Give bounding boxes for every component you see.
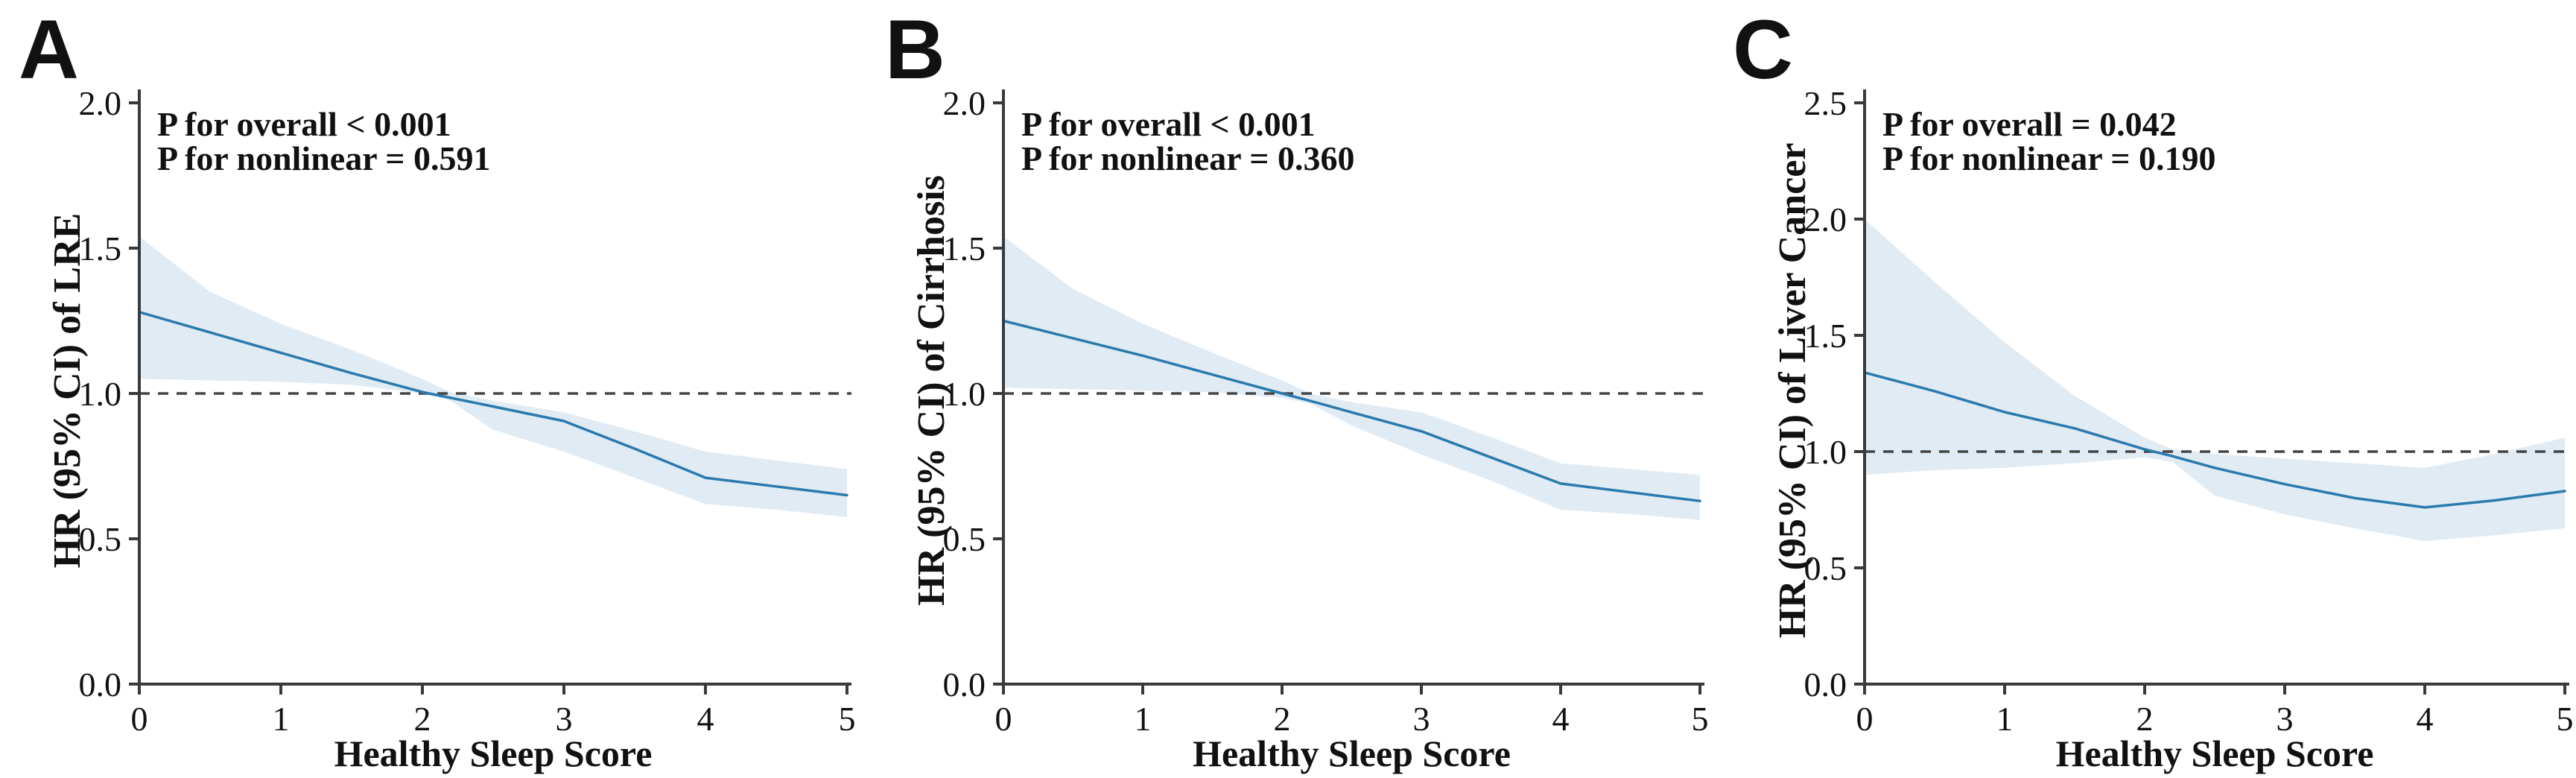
y-tick-label: 1.0 [1804,433,1847,471]
y-tick-label: 0.5 [79,520,122,558]
p-value-annotation: P for overall < 0.001 [157,105,451,143]
y-tick-label: 1.0 [943,375,986,413]
x-tick-label: 1 [273,700,290,738]
x-tick-label: 0 [995,700,1012,738]
ci-band [1865,219,2565,542]
hr-curve [1002,319,1701,503]
p-value-annotation: P for nonlinear = 0.591 [157,139,491,177]
panel-label-a: A [19,3,79,96]
ci-band [1003,236,1700,520]
x-tick-label: 5 [2557,700,2574,738]
y-tick-label: 2.0 [79,84,122,122]
x-tick-label: 0 [131,700,148,738]
y-tick-label: 2.0 [943,84,986,122]
panel-label-c: C [1733,3,1793,96]
x-tick-label: 5 [1692,700,1709,738]
panel-label-b: B [885,3,945,96]
x-tick-label: 3 [2277,700,2294,738]
y-tick-label: 0.0 [943,665,986,703]
y-tick-label: 2.0 [1804,200,1847,238]
p-value-annotation: P for nonlinear = 0.190 [1882,139,2216,177]
x-tick-label: 1 [1135,700,1152,738]
x-tick-label: 2 [414,700,431,738]
y-axis-title: HR (95% CI) of LRE [46,213,89,569]
panel-a-chart: 0.0 0.5 1.0 1.5 2.0 0 1 2 3 4 5 HR (95% CI) of LRE H… [19,3,856,774]
y-tick-label: 0.5 [943,520,986,558]
x-axis-title: Healthy Sleep Score [2056,733,2374,774]
panel-b-chart: 0.0 0.5 1.0 1.5 2.0 0 1 2 3 4 5 HR (95% CI) of Cirr… [885,3,1709,774]
y-axis-title: HR (95% CI) of Cirrhosis [910,175,953,606]
hr-curve [138,311,848,497]
y-tick-label: 2.5 [1804,84,1847,122]
x-axis-title: Healthy Sleep Score [1193,733,1511,774]
p-value-annotation: P for nonlinear = 0.360 [1021,139,1355,177]
x-tick-label: 2 [1274,700,1291,738]
ci-band [139,236,847,517]
x-tick-label: 3 [1413,700,1430,738]
x-axis-title: Healthy Sleep Score [334,733,653,774]
x-tick-label: 2 [2136,700,2154,738]
x-tick-label: 0 [1856,700,1874,738]
y-axis-title: HR (95% CI) of Liver Cancer [1771,143,1814,639]
panel-a: 0.0 0.5 1.0 1.5 2.0 0 1 2 3 4 5 HR (95% CI) of LRE H… [0,0,859,778]
y-tick-label: 1.5 [1804,317,1847,355]
panel-c: 0.0 0.5 1.0 1.5 2.0 2.5 0 1 2 3 4 5 HR (95% CI) of L… [1725,0,2576,778]
panel-b: 0.0 0.5 1.0 1.5 2.0 0 1 2 3 4 5 HR (95% CI) of Cirr… [864,0,1721,778]
y-tick-label: 0.0 [1804,665,1847,703]
x-tick-label: 5 [839,700,856,738]
x-tick-label: 4 [697,700,714,738]
y-tick-label: 0.0 [79,665,122,703]
y-tick-label: 0.5 [1804,549,1847,587]
p-value-annotation: P for overall < 0.001 [1021,105,1316,143]
y-tick-label: 1.0 [79,375,122,413]
x-tick-label: 4 [1552,700,1570,738]
y-tick-label: 1.5 [943,230,986,268]
x-tick-label: 3 [556,700,573,738]
x-tick-label: 1 [1996,700,2014,738]
panel-c-chart: 0.0 0.5 1.0 1.5 2.0 2.5 0 1 2 3 4 5 HR (95% CI) of L… [1733,3,2574,774]
p-value-annotation: P for overall = 0.042 [1882,105,2177,143]
hr-curve [1863,371,2566,509]
y-tick-label: 1.5 [79,230,122,268]
x-tick-label: 4 [2417,700,2434,738]
